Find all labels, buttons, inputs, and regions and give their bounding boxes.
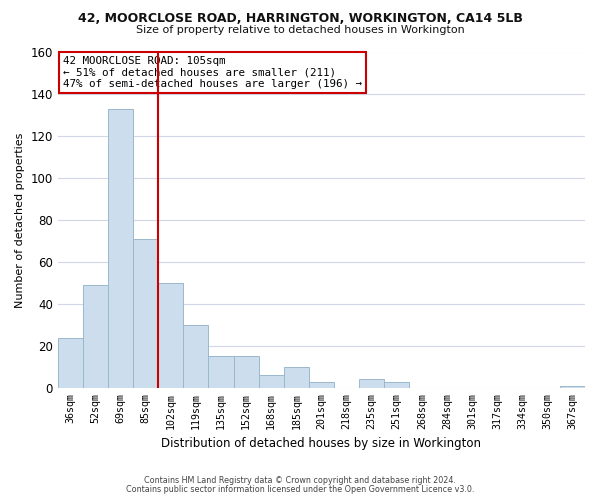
- Bar: [359, 380, 384, 388]
- Bar: [208, 356, 233, 388]
- Bar: [284, 367, 309, 388]
- Text: 42, MOORCLOSE ROAD, HARRINGTON, WORKINGTON, CA14 5LB: 42, MOORCLOSE ROAD, HARRINGTON, WORKINGT…: [77, 12, 523, 26]
- X-axis label: Distribution of detached houses by size in Workington: Distribution of detached houses by size …: [161, 437, 481, 450]
- Bar: [83, 285, 108, 388]
- Text: 42 MOORCLOSE ROAD: 105sqm
← 51% of detached houses are smaller (211)
47% of semi: 42 MOORCLOSE ROAD: 105sqm ← 51% of detac…: [63, 56, 362, 89]
- Bar: [259, 375, 284, 388]
- Bar: [184, 325, 208, 388]
- Bar: [233, 356, 259, 388]
- Text: Contains public sector information licensed under the Open Government Licence v3: Contains public sector information licen…: [126, 485, 474, 494]
- Bar: [108, 109, 133, 388]
- Text: Contains HM Land Registry data © Crown copyright and database right 2024.: Contains HM Land Registry data © Crown c…: [144, 476, 456, 485]
- Y-axis label: Number of detached properties: Number of detached properties: [15, 132, 25, 308]
- Bar: [158, 283, 184, 388]
- Bar: [58, 338, 83, 388]
- Bar: [309, 382, 334, 388]
- Bar: [133, 239, 158, 388]
- Bar: [560, 386, 585, 388]
- Bar: [384, 382, 409, 388]
- Text: Size of property relative to detached houses in Workington: Size of property relative to detached ho…: [136, 25, 464, 35]
